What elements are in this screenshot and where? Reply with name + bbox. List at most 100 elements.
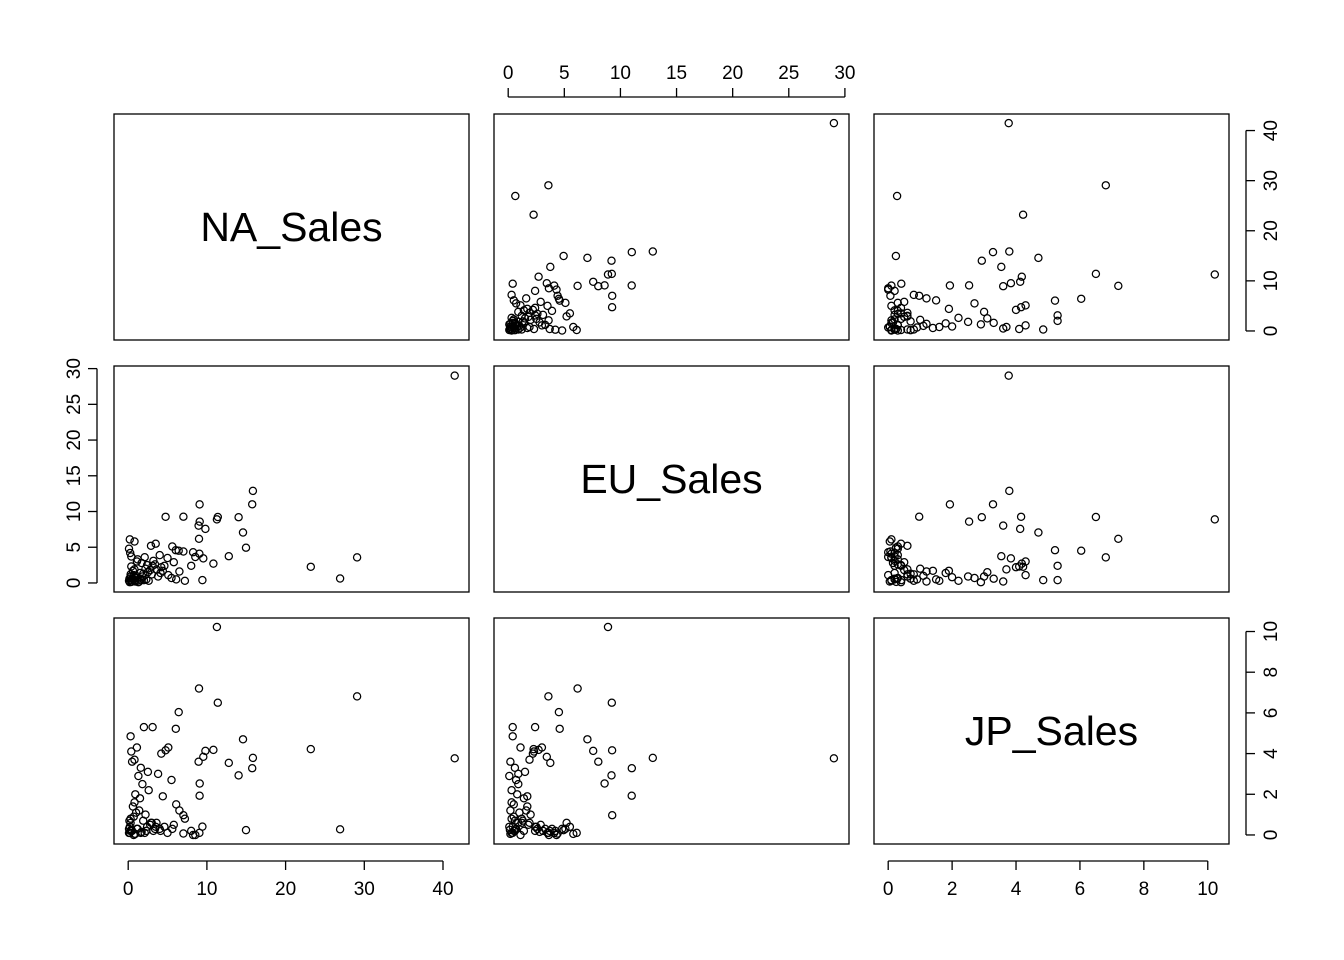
point-19 — [1016, 302, 1026, 312]
point-88 — [142, 826, 151, 836]
point-22 — [199, 752, 208, 762]
point-77 — [152, 818, 161, 828]
point-23 — [555, 724, 564, 734]
point-3 — [247, 500, 257, 509]
point-20 — [174, 546, 183, 555]
tick-label: 10 — [196, 879, 217, 900]
point-43 — [1038, 325, 1048, 334]
point-18 — [224, 758, 234, 768]
matrix-axes: 0 10 20 30 400 5 10 15 20 25 300 2 4 6 8 10051015202530… — [64, 63, 1282, 900]
point-40 — [139, 722, 149, 732]
point-34 — [572, 828, 581, 838]
point-90 — [891, 577, 901, 587]
point-44 — [127, 747, 136, 756]
cell-JP_Sales-vs-NA_Sales — [113, 617, 470, 845]
panel-frame — [873, 617, 1230, 845]
point-68 — [150, 560, 160, 569]
point-22 — [199, 554, 208, 563]
point-42 — [1021, 557, 1030, 566]
point-57 — [944, 304, 954, 314]
point-40 — [508, 722, 517, 732]
point-27 — [886, 291, 895, 301]
tick-label: 15 — [666, 63, 687, 84]
cell-JP_Sales-vs-JP_Sales: JP_Sales — [873, 617, 1230, 845]
point-0 — [1004, 118, 1013, 128]
point-13 — [194, 757, 203, 766]
tick-label: 25 — [64, 394, 85, 415]
point-1 — [544, 181, 553, 190]
tick-label: 2 — [1261, 789, 1282, 800]
point-59 — [147, 570, 157, 579]
point-88 — [509, 826, 519, 836]
point-7 — [977, 512, 987, 522]
point-31 — [922, 294, 931, 303]
point-3 — [627, 247, 637, 257]
axis-bottom-NA_Sales: 0 10 20 30 40 — [123, 860, 454, 900]
point-14 — [964, 281, 974, 290]
point-4 — [603, 622, 613, 632]
point-8 — [1034, 253, 1043, 263]
tick-label: 20 — [1261, 220, 1282, 241]
tick-label: 30 — [354, 879, 375, 900]
point-22 — [1006, 278, 1016, 288]
point-74 — [551, 325, 560, 334]
point-1 — [1101, 553, 1111, 562]
tick-label: 0 — [1261, 326, 1282, 337]
point-31 — [521, 294, 531, 303]
point-62 — [947, 572, 957, 582]
point-26 — [549, 281, 559, 290]
point-3 — [627, 763, 637, 773]
point-3 — [988, 247, 998, 257]
point-7 — [607, 771, 616, 780]
point-61 — [941, 568, 950, 578]
point-78 — [126, 814, 135, 823]
point-13 — [194, 521, 203, 530]
point-53 — [127, 757, 137, 766]
point-80 — [134, 806, 144, 815]
point-50 — [979, 307, 989, 317]
axis-right-NA_Sales: 0 10 20 30 40 — [1245, 120, 1282, 337]
tick-label: 4 — [1261, 748, 1282, 759]
point-23 — [1050, 296, 1060, 305]
point-37 — [538, 310, 548, 320]
tick-label: 0 — [883, 879, 894, 900]
point-28 — [561, 298, 570, 308]
point-62 — [947, 322, 957, 331]
panel-frame — [113, 617, 470, 845]
point-2 — [648, 247, 658, 256]
point-9 — [335, 574, 345, 583]
point-74 — [890, 548, 899, 558]
point-28 — [561, 824, 570, 834]
point-50 — [153, 769, 163, 779]
tick-label: 5 — [559, 63, 570, 84]
point-4 — [1210, 515, 1220, 524]
point-58 — [970, 573, 979, 583]
point-79 — [507, 798, 516, 807]
point-76 — [142, 560, 152, 570]
point-21 — [209, 745, 218, 755]
point-1 — [352, 692, 362, 701]
point-2 — [248, 753, 258, 763]
cell-EU_Sales-vs-NA_Sales — [113, 365, 470, 593]
point-15 — [241, 825, 251, 835]
point-88 — [890, 315, 899, 324]
point-11 — [201, 524, 210, 534]
point-8 — [1034, 528, 1043, 537]
point-45 — [516, 743, 525, 752]
point-45 — [1021, 570, 1030, 580]
point-1 — [352, 553, 362, 562]
point-3 — [247, 763, 257, 773]
point-62 — [131, 790, 140, 799]
point-77 — [525, 818, 534, 828]
point-57 — [158, 566, 168, 576]
cell-NA_Sales-vs-NA_Sales: NA_Sales — [113, 113, 470, 341]
point-51 — [171, 800, 181, 809]
point-16 — [607, 291, 617, 301]
point-75 — [888, 558, 898, 568]
point-91 — [906, 325, 915, 335]
point-35 — [569, 322, 578, 332]
point-0 — [829, 118, 839, 128]
variable-label-EU_Sales: EU_Sales — [580, 456, 762, 502]
point-6 — [607, 698, 617, 707]
point-91 — [510, 325, 520, 335]
